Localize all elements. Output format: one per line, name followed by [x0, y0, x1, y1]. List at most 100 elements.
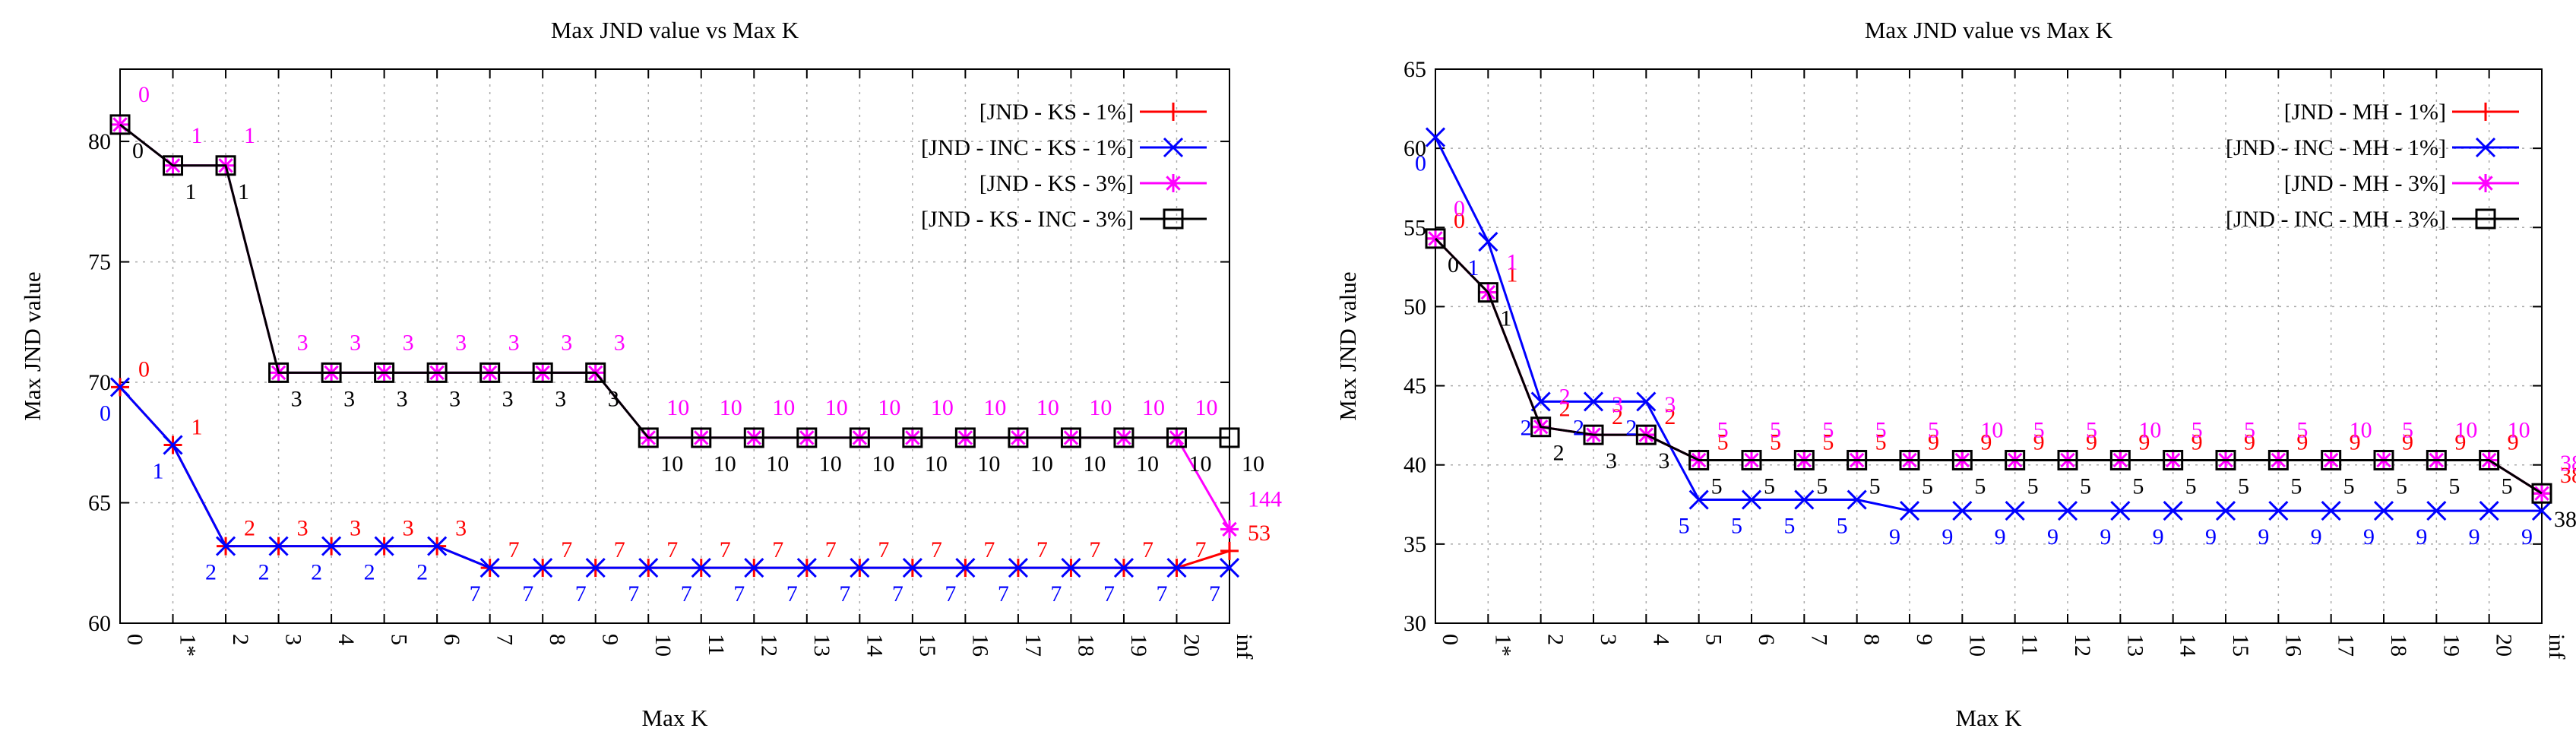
x-axis-label: Max K — [642, 705, 709, 731]
data-label: 38 — [2554, 507, 2576, 532]
data-point-marker — [2321, 449, 2342, 470]
data-label: 5 — [2238, 473, 2249, 499]
x-tick-label: 14 — [862, 634, 887, 657]
data-point-marker — [1425, 127, 1446, 147]
data-label: 5 — [1770, 429, 1781, 454]
y-tick-label: 40 — [1404, 453, 1426, 478]
data-point-marker — [532, 362, 553, 383]
data-point-marker — [638, 427, 659, 448]
data-point-marker — [691, 558, 711, 578]
data-label: 9 — [2454, 429, 2466, 454]
data-label: 7 — [1050, 581, 1062, 606]
x-tick-label: inf — [1232, 634, 1257, 659]
data-label: 3 — [508, 330, 520, 355]
data-label: 10 — [977, 451, 1000, 477]
data-point-marker — [2109, 449, 2131, 470]
x-tick-label: 15 — [915, 634, 940, 657]
series-2 — [1425, 127, 2552, 521]
data-point-marker — [2005, 501, 2025, 521]
data-label: 3 — [1612, 392, 1623, 417]
data-label: 5 — [1837, 514, 1848, 539]
data-point-marker — [638, 558, 659, 578]
x-tick-label: 5 — [387, 634, 412, 645]
data-point-marker — [374, 362, 395, 383]
data-label: 2 — [311, 560, 322, 585]
data-label: 10 — [983, 395, 1006, 420]
y-tick-label: 80 — [88, 129, 111, 154]
y-tick-label: 65 — [88, 491, 111, 516]
data-label: 1 — [1467, 255, 1479, 280]
data-label: 5 — [1731, 514, 1742, 539]
data-label: 5 — [1922, 473, 1933, 499]
data-point-marker — [1478, 231, 1498, 252]
data-label: 7 — [772, 537, 783, 562]
data-label: 5 — [1822, 429, 1834, 454]
data-label: 10 — [925, 451, 948, 477]
data-label: 7 — [998, 581, 1009, 606]
data-point-marker — [1530, 416, 1552, 438]
data-label: 5 — [1679, 514, 1690, 539]
data-point-marker — [2426, 449, 2447, 470]
data-point-marker — [902, 427, 923, 448]
data-label: 9 — [2508, 429, 2519, 454]
data-label: 2 — [1553, 441, 1565, 466]
data-label: 7 — [878, 537, 889, 562]
data-point-marker — [2373, 449, 2394, 470]
data-label: 10 — [1136, 451, 1159, 477]
legend-entry-label: [JND - KS - 3%] — [979, 171, 1134, 196]
data-point-marker — [1741, 449, 1762, 470]
data-label: 5 — [2448, 473, 2460, 499]
x-tick-label: 1* — [176, 634, 201, 657]
data-label: 9 — [2138, 429, 2150, 454]
data-label: 1 — [238, 179, 249, 204]
data-label: 9 — [1889, 524, 1900, 549]
data-point-marker — [2215, 449, 2236, 470]
x-tick-label: 8 — [545, 634, 570, 645]
data-label: 7 — [720, 537, 731, 562]
data-point-marker — [2373, 501, 2394, 521]
data-label: 1 — [191, 123, 203, 148]
data-label: 5 — [2027, 473, 2039, 499]
x-tick-label: 5 — [1701, 634, 1726, 645]
data-label: 9 — [2258, 524, 2269, 549]
data-point-marker — [1793, 449, 1815, 470]
x-tick-label: 12 — [756, 634, 781, 657]
data-label: 2 — [1573, 415, 1584, 440]
data-label: 9 — [2205, 524, 2217, 549]
data-label: 10 — [1089, 395, 1112, 420]
data-label: 10 — [714, 451, 736, 477]
data-point-marker — [2267, 449, 2289, 470]
data-point-marker — [479, 558, 500, 578]
chart-title: Max JND value vs Max K — [1865, 17, 2113, 43]
data-point-marker — [2163, 449, 2184, 470]
data-label: 0 — [1415, 151, 1426, 176]
x-tick-label: 11 — [2017, 634, 2043, 656]
data-label: 144 — [1248, 486, 1282, 511]
data-point-marker — [955, 558, 976, 578]
y-tick-label: 50 — [1404, 294, 1426, 319]
data-point-marker — [849, 427, 870, 448]
data-label: 7 — [1103, 581, 1115, 606]
data-label: 3 — [561, 330, 572, 355]
series-line — [119, 386, 1229, 569]
x-tick-label: 2 — [1543, 634, 1568, 645]
data-label: 3 — [608, 386, 619, 411]
data-point-marker — [215, 155, 236, 176]
data-label: 7 — [575, 581, 587, 606]
data-label: 10 — [872, 451, 894, 477]
y-tick-label: 75 — [88, 250, 111, 275]
legend-entry-label: [JND - INC - KS - 1%] — [921, 135, 1134, 160]
data-point-marker — [1635, 424, 1657, 445]
data-label: 3 — [449, 386, 460, 411]
x-tick-label: 15 — [2228, 634, 2253, 657]
data-point-marker — [796, 427, 818, 448]
data-label: 2 — [1559, 385, 1571, 410]
data-point-marker — [2163, 501, 2183, 521]
data-label: 3 — [397, 386, 408, 411]
data-point-marker — [1008, 427, 1029, 448]
data-point-marker — [1426, 229, 1445, 248]
data-label: 2 — [364, 560, 375, 585]
x-tick-label: 7 — [1806, 634, 1831, 645]
